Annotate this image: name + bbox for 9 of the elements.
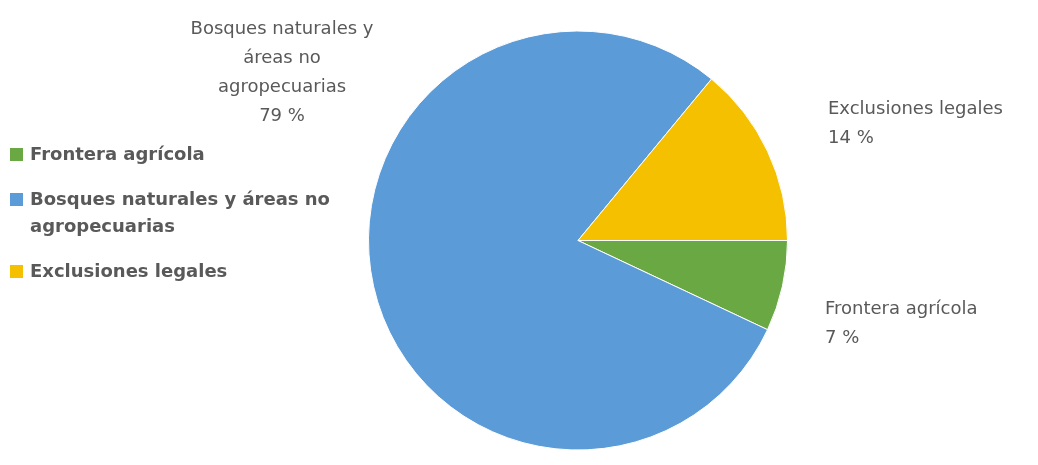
legend-label: Exclusiones legales <box>29 259 229 283</box>
slice-label: Frontera agrícola <box>825 296 978 318</box>
data-label: 79 % <box>259 103 305 125</box>
legend-label: Bosques naturales y áreas no agropecuarias <box>29 187 331 238</box>
data-label: 14 % <box>828 125 874 147</box>
slice-label: Bosques naturales y áreas no agropecuarias <box>190 16 374 96</box>
slice-label: Exclusiones legales <box>828 96 1003 118</box>
data-label: 7 % <box>825 325 860 347</box>
legend-label: Frontera agrícola <box>29 142 206 166</box>
